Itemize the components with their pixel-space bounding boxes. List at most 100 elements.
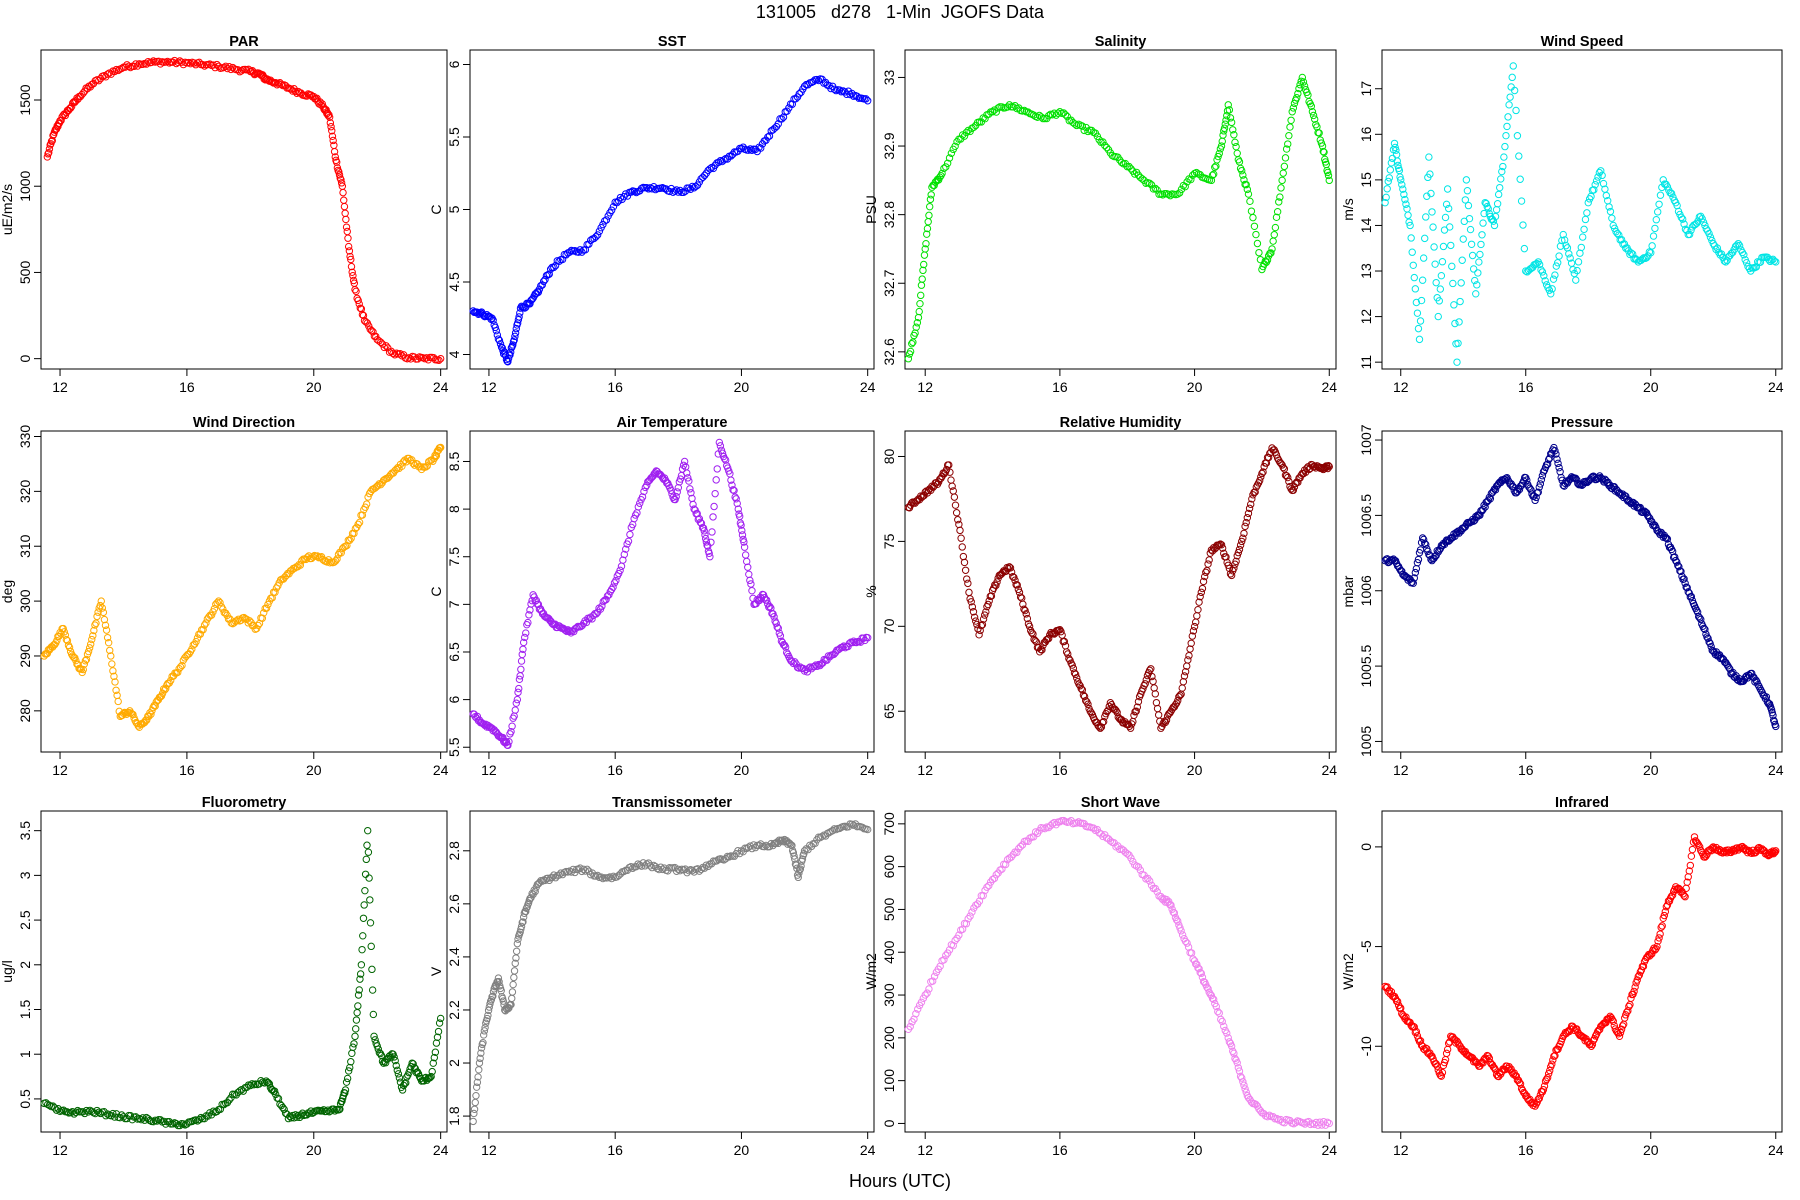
data-point	[277, 80, 286, 88]
y-tick-label: 1006.5	[1358, 494, 1374, 537]
data-point	[534, 288, 543, 296]
data-point	[84, 647, 93, 656]
data-point	[624, 537, 633, 546]
data-point	[1765, 255, 1773, 264]
data-point	[326, 119, 335, 127]
data-point	[340, 196, 348, 204]
data-point	[430, 1053, 439, 1062]
data-point	[1482, 199, 1490, 208]
data-point	[1399, 185, 1407, 193]
data-point	[680, 457, 689, 466]
data-point	[1068, 661, 1076, 669]
data-point	[337, 549, 345, 557]
data-point	[951, 142, 959, 150]
data-point	[1720, 257, 1729, 265]
data-point	[1258, 469, 1266, 478]
data-point	[483, 1014, 491, 1023]
data-point	[1188, 632, 1197, 640]
data-point	[1075, 680, 1083, 688]
plot-frame	[469, 430, 875, 753]
data-point	[734, 505, 742, 513]
data-point	[1020, 106, 1029, 115]
data-point	[985, 110, 993, 118]
data-point	[161, 686, 169, 694]
data-point	[1286, 123, 1294, 131]
panel-par: PAR 12 16 20 24 0 500 1000 1500 uE/m2/s	[0, 34, 449, 395]
data-point	[1465, 214, 1474, 223]
data-point	[1661, 908, 1670, 916]
data-point	[1003, 103, 1012, 111]
data-point	[789, 659, 798, 668]
y-tick-label: -5	[1358, 940, 1374, 953]
data-point	[274, 80, 283, 88]
data-point	[1563, 244, 1572, 252]
data-point	[1166, 709, 1174, 717]
data-point	[1324, 462, 1333, 470]
data-point	[607, 874, 616, 883]
data-point	[107, 652, 115, 660]
data-point	[1309, 111, 1318, 120]
x-tick-label: 12	[481, 1142, 497, 1158]
data-point	[633, 509, 641, 517]
data-point	[348, 1049, 356, 1057]
data-point	[1591, 180, 1599, 189]
data-point	[403, 1073, 411, 1081]
data-point	[863, 825, 872, 834]
data-point	[676, 186, 684, 195]
data-point	[355, 300, 363, 308]
data-point	[1154, 711, 1163, 719]
data-point	[1230, 131, 1238, 139]
data-point	[912, 323, 920, 331]
data-point	[68, 1108, 77, 1116]
data-point	[104, 638, 113, 647]
data-point	[156, 60, 165, 68]
data-point	[1384, 987, 1392, 996]
y-tick-label: 1006	[1358, 575, 1374, 606]
data-point	[370, 1032, 378, 1041]
data-point	[1184, 943, 1193, 951]
data-point	[1209, 995, 1218, 1004]
data-point	[1583, 209, 1591, 217]
data-point	[1582, 477, 1590, 486]
data-point	[1174, 190, 1182, 198]
data-point	[1384, 177, 1392, 186]
data-point	[921, 245, 929, 253]
y-tick-label: 5.5	[446, 127, 462, 147]
data-point	[469, 1117, 477, 1126]
data-point	[366, 919, 375, 927]
data-point	[359, 932, 367, 940]
data-point	[1123, 850, 1131, 858]
y-tick-label: 8.5	[446, 452, 462, 472]
data-point	[1242, 180, 1250, 189]
data-point	[795, 90, 804, 98]
data-point	[294, 1111, 302, 1120]
data-point	[344, 242, 353, 251]
data-point	[1284, 473, 1292, 482]
data-point	[629, 864, 637, 872]
data-point	[1656, 930, 1664, 938]
data-point	[374, 1045, 382, 1053]
data-point	[1181, 182, 1189, 191]
data-point	[788, 841, 796, 850]
data-point	[1171, 700, 1180, 709]
data-point	[1136, 866, 1145, 874]
data-point	[347, 255, 355, 264]
data-point	[992, 581, 1000, 590]
data-point	[95, 1108, 103, 1116]
data-point	[346, 252, 354, 261]
data-point	[1065, 818, 1073, 826]
data-point	[1397, 1004, 1405, 1012]
data-point	[1442, 1049, 1451, 1058]
data-point	[363, 841, 371, 849]
y-tick-label: 8	[446, 505, 462, 513]
data-point	[207, 611, 216, 619]
data-point	[1437, 1072, 1446, 1080]
data-point	[352, 1025, 360, 1033]
y-axis-label: m/s	[1340, 198, 1356, 221]
data-point	[620, 867, 628, 876]
data-point	[973, 620, 981, 629]
data-point	[199, 626, 207, 634]
data-point	[1422, 540, 1430, 549]
data-point	[738, 526, 746, 535]
data-point	[544, 271, 552, 279]
